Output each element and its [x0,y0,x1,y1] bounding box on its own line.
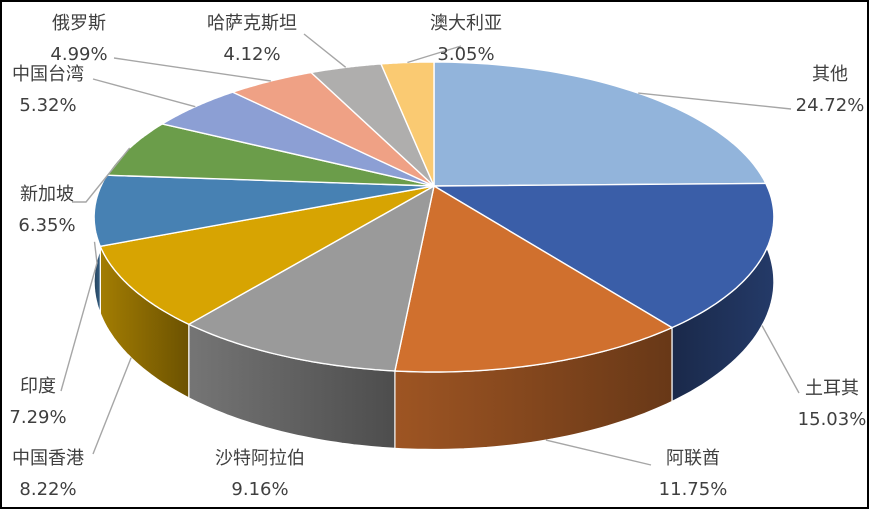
slice-label-zhongguotaiwan: 中国台湾 5.32% [12,59,84,121]
slice-name: 俄罗斯 [52,13,106,34]
slice-percent: 7.29% [9,407,67,428]
leader-line-9 [303,33,347,68]
slice-percent: 8.22% [19,479,77,500]
leader-line-7 [92,78,196,108]
slice-percent: 5.32% [19,95,77,116]
leader-line-4 [92,357,132,455]
slice-label-shatealabo: 沙特阿拉伯 9.16% [215,443,305,505]
pie-slice-2 [394,185,673,373]
slice-label-qita: 其他 24.72% [796,59,865,121]
leader-line-1 [761,325,800,394]
slice-percent: 9.16% [231,479,289,500]
slice-label-tuerqi: 土耳其 15.03% [798,373,867,435]
slice-label-hasakesitan: 哈萨克斯坦 4.12% [207,8,297,70]
slice-label-alianqiu: 阿联酋 11.75% [659,443,728,505]
slice-percent: 11.75% [658,479,728,500]
slice-label-aodaliya: 澳大利亚 3.05% [430,8,502,70]
slice-percent: 4.12% [223,44,281,65]
pie-slice-1 [433,182,775,329]
slice-name: 哈萨克斯坦 [207,13,297,34]
slice-name: 印度 [20,376,56,397]
slice-name: 中国台湾 [12,64,84,85]
leader-line-0 [638,92,792,110]
slice-name: 新加坡 [20,184,74,205]
slice-percent: 3.05% [437,44,495,65]
pie-slice-3 [188,185,435,372]
leader-line-5 [60,241,98,392]
slice-name: 中国香港 [12,448,84,469]
leader-line-8 [113,57,271,82]
slice-label-eluosi: 俄罗斯 4.99% [50,8,107,70]
leader-line-2 [545,439,652,466]
slice-label-yindu: 印度 7.29% [9,371,66,433]
slice-percent: 4.99% [50,44,108,65]
pie-slice-0 [433,61,767,187]
leader-line-6 [72,147,131,203]
slice-name: 土耳其 [804,378,859,399]
slice-name: 沙特阿拉伯 [215,448,305,469]
slice-name: 澳大利亚 [430,13,502,34]
slice-label-xinjiapo: 新加坡 6.35% [18,179,75,241]
slice-percent: 24.72% [795,95,865,116]
leader-line-10 [407,45,462,64]
slice-name: 阿联酋 [665,448,720,469]
slice-name: 其他 [811,64,848,85]
slice-label-zhongguoxianggang: 中国香港 8.22% [12,443,84,505]
pie-slice-5 [93,174,435,247]
slice-percent: 15.03% [797,409,867,430]
slice-percent: 6.35% [18,215,76,236]
pie-slice-4 [99,185,435,325]
